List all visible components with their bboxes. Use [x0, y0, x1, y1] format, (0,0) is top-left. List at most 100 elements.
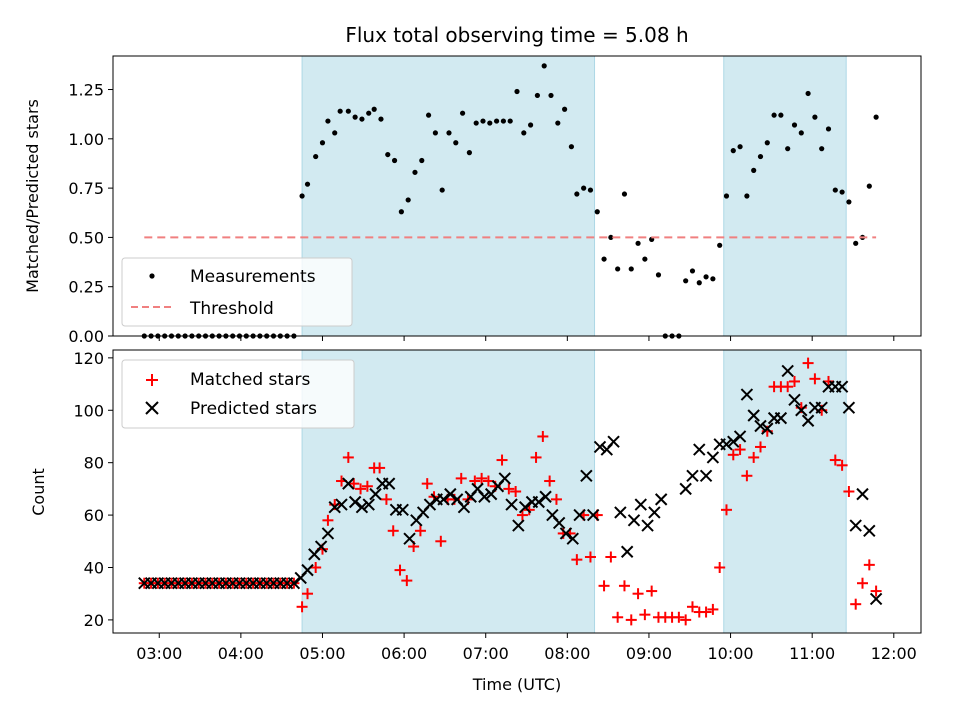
top-x-ticks	[158, 336, 895, 341]
bottom-y-tick-label: 40	[84, 558, 104, 577]
measurements-point	[873, 114, 879, 120]
bottom-series-layer	[138, 357, 883, 626]
matched-stars-point	[361, 480, 373, 492]
measurements-point	[825, 126, 832, 132]
measurements-point	[446, 130, 452, 136]
bottom-legend-box	[121, 359, 355, 429]
measurements-point	[568, 144, 575, 150]
measurements-point	[574, 191, 580, 197]
predicted-stars-point	[869, 592, 883, 606]
matched-stars-point	[342, 451, 354, 463]
predicted-stars-point	[849, 519, 862, 532]
predicted-stars-point	[648, 506, 661, 519]
measurements-point	[493, 118, 500, 124]
predicted-stars-point	[641, 519, 654, 532]
measurements-point	[541, 63, 547, 69]
bottom-shaded-intervals	[301, 349, 847, 634]
matched-stars-point	[421, 478, 433, 490]
predicted-stars-point	[369, 487, 382, 501]
measurements-point	[412, 169, 418, 175]
measurements-point	[534, 92, 541, 99]
matched-stars-point	[829, 454, 841, 466]
measurements-point	[304, 181, 311, 187]
top-shaded-intervals	[301, 55, 847, 337]
predicted-stars-point	[788, 393, 801, 406]
bottom-y-tick-label: 20	[84, 611, 104, 630]
measurements-point	[319, 140, 326, 146]
matched-stars-point	[850, 598, 862, 610]
predicted-stars-point	[362, 498, 375, 511]
measurements-point	[737, 144, 743, 150]
measurements-point	[398, 209, 404, 215]
measurements-point	[419, 157, 425, 164]
measurements-point	[352, 114, 358, 120]
predicted-stars-point	[795, 404, 808, 417]
bottom-axes-frame	[112, 349, 922, 634]
measurements-point	[473, 120, 479, 126]
matched-stars-point	[296, 601, 308, 613]
predicted-stars-point	[321, 527, 335, 540]
bottom-shaded-interval-2	[723, 349, 847, 634]
bottom-y-tick-label: 80	[84, 454, 104, 473]
x-tick-label: 10:00	[708, 644, 754, 663]
matched-stars-point	[394, 564, 406, 576]
measurements-point	[771, 112, 777, 118]
matched-stars-point	[782, 381, 794, 393]
predicted-stars-point	[566, 532, 579, 545]
measurements-point	[313, 153, 319, 160]
predicted-stars-point	[634, 498, 647, 511]
predicted-stars-point	[505, 498, 518, 511]
measurements-point	[581, 185, 587, 191]
predicted-stars-point	[706, 451, 720, 464]
predicted-stars-point	[348, 495, 362, 509]
matched-stars-point	[734, 444, 746, 456]
predicted-stars-point	[761, 422, 774, 435]
measurements-point	[642, 256, 648, 262]
measurements-point	[723, 193, 730, 199]
matched-stars-point	[639, 609, 651, 621]
measurements-point	[791, 122, 798, 128]
top-y-tick-label: 0.75	[68, 179, 104, 198]
measurements-point	[778, 112, 784, 118]
matched-stars-point	[618, 580, 630, 592]
x-tick-label: 04:00	[218, 644, 264, 663]
measurements-point	[635, 240, 641, 246]
predicted-stars-point	[727, 435, 740, 448]
legend-label-matched-stars: Matched stars	[190, 370, 310, 390]
bottom-y-axis-label: Count	[29, 468, 48, 516]
predicted-stars-point	[518, 501, 532, 514]
matched-stars-point	[686, 601, 698, 613]
measurements-point	[853, 240, 859, 246]
matched-stars-point	[322, 514, 334, 526]
measurements-point	[832, 187, 838, 193]
measurements-point	[608, 234, 614, 241]
x-tick-label: 08:00	[544, 644, 590, 663]
predicted-stars-point	[781, 364, 794, 378]
matched-stars-point	[584, 551, 596, 563]
matched-stars-point	[523, 504, 535, 516]
matched-stars-point	[673, 611, 685, 623]
x-tick-label: 09:00	[626, 644, 672, 663]
matched-stars-point	[348, 478, 360, 490]
legend-marker-predicted-stars	[145, 401, 159, 415]
predicted-stars-point	[586, 508, 600, 522]
predicted-stars-point	[335, 498, 348, 511]
measurements-point	[601, 256, 607, 262]
measurements-point	[846, 199, 852, 205]
measurements-point	[337, 108, 343, 114]
top-legend: Measurements Threshold	[121, 257, 353, 327]
matched-stars-point	[727, 449, 739, 461]
measurements-point	[359, 116, 365, 122]
measurements-point	[299, 193, 305, 199]
predicted-stars-point	[498, 472, 511, 485]
predicted-stars-point	[620, 545, 634, 558]
predicted-stars-point	[754, 419, 767, 433]
matched-stars-point	[700, 606, 712, 618]
predicted-stars-point	[328, 501, 341, 514]
measurements-point	[325, 118, 331, 124]
top-shaded-interval-2	[723, 55, 847, 337]
measurements-point	[548, 92, 554, 99]
legend-marker-matched-stars	[146, 374, 158, 386]
matched-stars-point	[355, 483, 367, 495]
